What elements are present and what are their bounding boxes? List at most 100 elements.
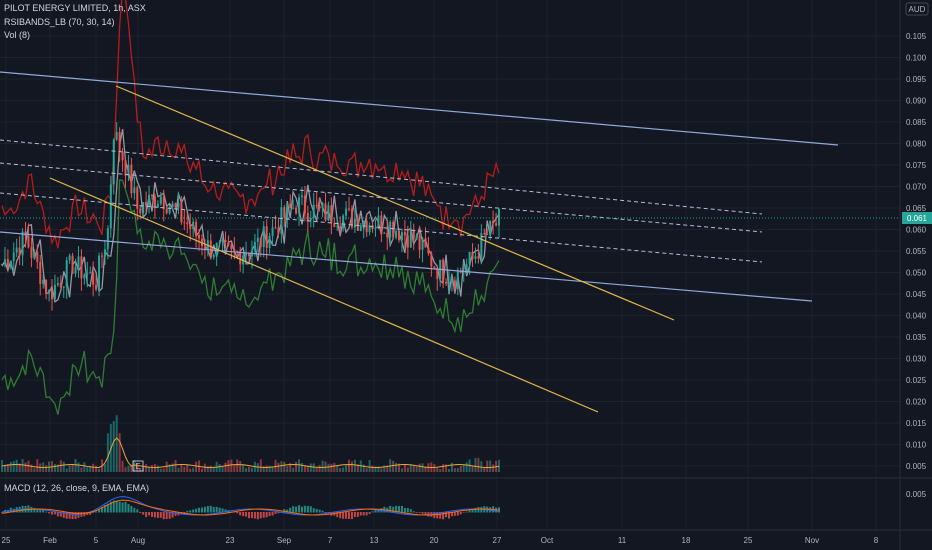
macd-histogram-bar: [118, 501, 121, 513]
macd-histogram-bar: [436, 512, 439, 519]
x-tick-label: 8: [874, 536, 879, 545]
candle-body: [442, 259, 445, 282]
x-tick-label: 18: [682, 536, 691, 545]
macd-histogram-bar: [136, 509, 139, 513]
volume-bar: [480, 461, 483, 472]
candle-body: [365, 220, 368, 233]
volume-bar: [321, 460, 324, 472]
candles: [1, 122, 500, 311]
volume-bar: [106, 433, 109, 472]
volume-bar: [209, 465, 212, 472]
candle-body: [36, 251, 39, 262]
volume-bar: [327, 463, 330, 472]
candle-body: [189, 224, 192, 229]
macd-histogram-bar: [336, 512, 339, 518]
candle-body: [18, 247, 21, 256]
candle-body: [27, 235, 30, 248]
candle-body: [448, 282, 451, 284]
volume-bar: [77, 462, 80, 472]
volume-bar: [227, 460, 230, 472]
channel-lower-line: [0, 231, 813, 302]
macd-histogram-bar: [239, 512, 242, 516]
candle-body: [148, 194, 151, 206]
macd-histogram-bar: [356, 512, 359, 517]
candle-body: [156, 203, 159, 208]
macd-histogram-bar: [192, 509, 195, 513]
macd-histogram-bar: [171, 512, 174, 518]
candle-body: [277, 227, 280, 234]
candle-body: [395, 230, 398, 238]
candle-body: [71, 255, 74, 274]
macd-histogram-bar: [403, 508, 406, 513]
macd-histogram-bar: [248, 512, 251, 519]
volume-bar: [498, 459, 500, 472]
volume-bar: [450, 462, 453, 472]
volume-bar: [398, 463, 401, 472]
y-tick-label: 0.040: [906, 312, 927, 321]
macd-histogram-bar: [124, 501, 127, 513]
macd-histogram-bar: [98, 508, 101, 513]
volume-bar: [474, 457, 477, 472]
candle-body: [224, 239, 227, 243]
x-tick-label: Oct: [541, 536, 554, 545]
macd-histogram-bar: [95, 511, 98, 513]
candle-body: [353, 218, 356, 228]
macd-histogram-bar: [68, 512, 71, 519]
volume-bar: [436, 468, 439, 472]
volume-bar: [65, 468, 68, 472]
macd-histogram-bar: [242, 512, 245, 517]
macd-histogram-bar: [62, 512, 65, 518]
volume-bar: [395, 462, 398, 472]
candle-body: [203, 246, 206, 251]
y-tick-label: 0.095: [906, 75, 927, 84]
macd-histogram-bar: [395, 505, 398, 513]
volume-bar: [483, 467, 486, 472]
candle-body: [59, 283, 62, 288]
volume-bar: [15, 459, 18, 472]
candle-body: [183, 222, 186, 224]
volume-bar: [324, 461, 327, 472]
trendline-lower: [49, 177, 599, 413]
macd-histogram-bar: [465, 511, 468, 513]
macd-histogram-bar: [289, 507, 292, 513]
volume-bar: [268, 465, 271, 472]
volume-bar: [448, 468, 451, 472]
macd-histogram-bar: [145, 512, 148, 518]
candle-body: [280, 207, 283, 234]
macd-histogram-bar: [65, 512, 68, 519]
candle-body: [180, 202, 183, 223]
volume-bar: [336, 465, 339, 472]
symbol-title: PILOT ENERGY LIMITED, 1h, ASX: [4, 3, 146, 13]
macd-histogram-bar: [348, 512, 351, 520]
volume-bar: [3, 464, 6, 472]
macd-histogram-bar: [200, 507, 203, 513]
macd-histogram-bar: [439, 512, 442, 519]
candle-body: [86, 273, 89, 275]
volume-bar: [1, 460, 3, 472]
candle-body: [445, 281, 448, 284]
candle-body: [368, 225, 371, 233]
macd-histogram-bar: [236, 512, 239, 514]
x-tick-label: 20: [430, 536, 439, 545]
volume-bar: [195, 461, 198, 472]
candle-body: [230, 244, 233, 249]
candle-body: [333, 222, 336, 227]
volume-bar: [333, 462, 336, 472]
candle-body: [68, 255, 71, 261]
volume-bar: [368, 460, 371, 472]
macd-histogram-bar: [324, 512, 327, 514]
x-tick-label: 23: [226, 536, 235, 545]
candle-body: [192, 221, 195, 229]
candle-body: [262, 226, 265, 247]
volume-bar: [115, 415, 118, 472]
macd-histogram-bar: [50, 512, 53, 515]
x-tick-label: 25: [2, 536, 11, 545]
volume-bar: [9, 461, 12, 472]
macd-histogram-bar: [362, 512, 365, 516]
volume-bar: [377, 466, 380, 472]
candle-body: [356, 218, 359, 231]
macd-histogram-bar: [148, 512, 151, 516]
macd-legend: MACD (12, 26, close, 9, EMA, EMA): [4, 483, 150, 493]
volume-bar: [386, 465, 389, 472]
